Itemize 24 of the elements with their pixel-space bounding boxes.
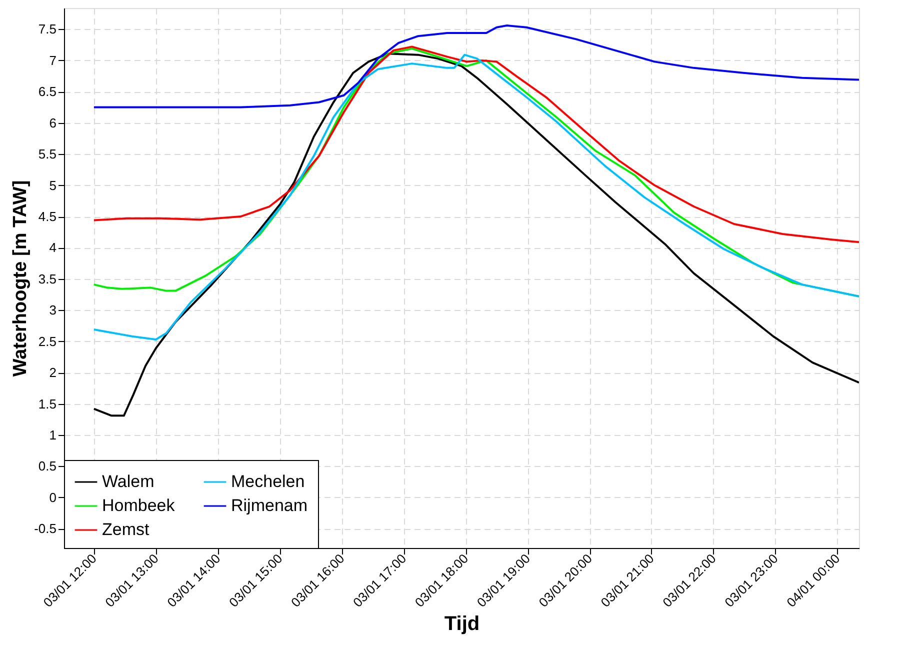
y-tick-label: 1.5 (38, 396, 56, 412)
legend-label: Hombeek (102, 496, 176, 515)
legend-label: Zemst (102, 520, 150, 539)
legend-label: Walem (102, 472, 154, 491)
y-tick-label: -0.5 (34, 521, 56, 536)
y-tick-label: 4.5 (38, 209, 56, 224)
y-tick-label: 2.5 (38, 334, 56, 349)
y-tick-label: 1 (49, 428, 56, 443)
legend-label: Rijmenam (231, 496, 308, 515)
y-tick-label: 0.5 (38, 458, 56, 474)
y-tick-label: 3 (49, 302, 56, 318)
y-tick-label: 2 (49, 365, 56, 380)
y-tick-label: 5 (49, 178, 56, 193)
y-axis-title: Waterhoogte [m TAW] (10, 180, 32, 377)
y-tick-label: 4 (49, 240, 56, 256)
y-tick-label: 3.5 (38, 271, 56, 286)
y-tick-label: 6 (49, 115, 56, 130)
legend-label: Mechelen (231, 472, 305, 491)
y-tick-label: 7.5 (38, 22, 56, 37)
y-tick-label: 5.5 (38, 146, 56, 162)
y-tick-label: 7 (49, 52, 56, 68)
x-axis-title: Tijd (444, 613, 480, 636)
y-tick-label: 6.5 (38, 84, 56, 100)
y-tick-label: 0 (49, 490, 56, 505)
